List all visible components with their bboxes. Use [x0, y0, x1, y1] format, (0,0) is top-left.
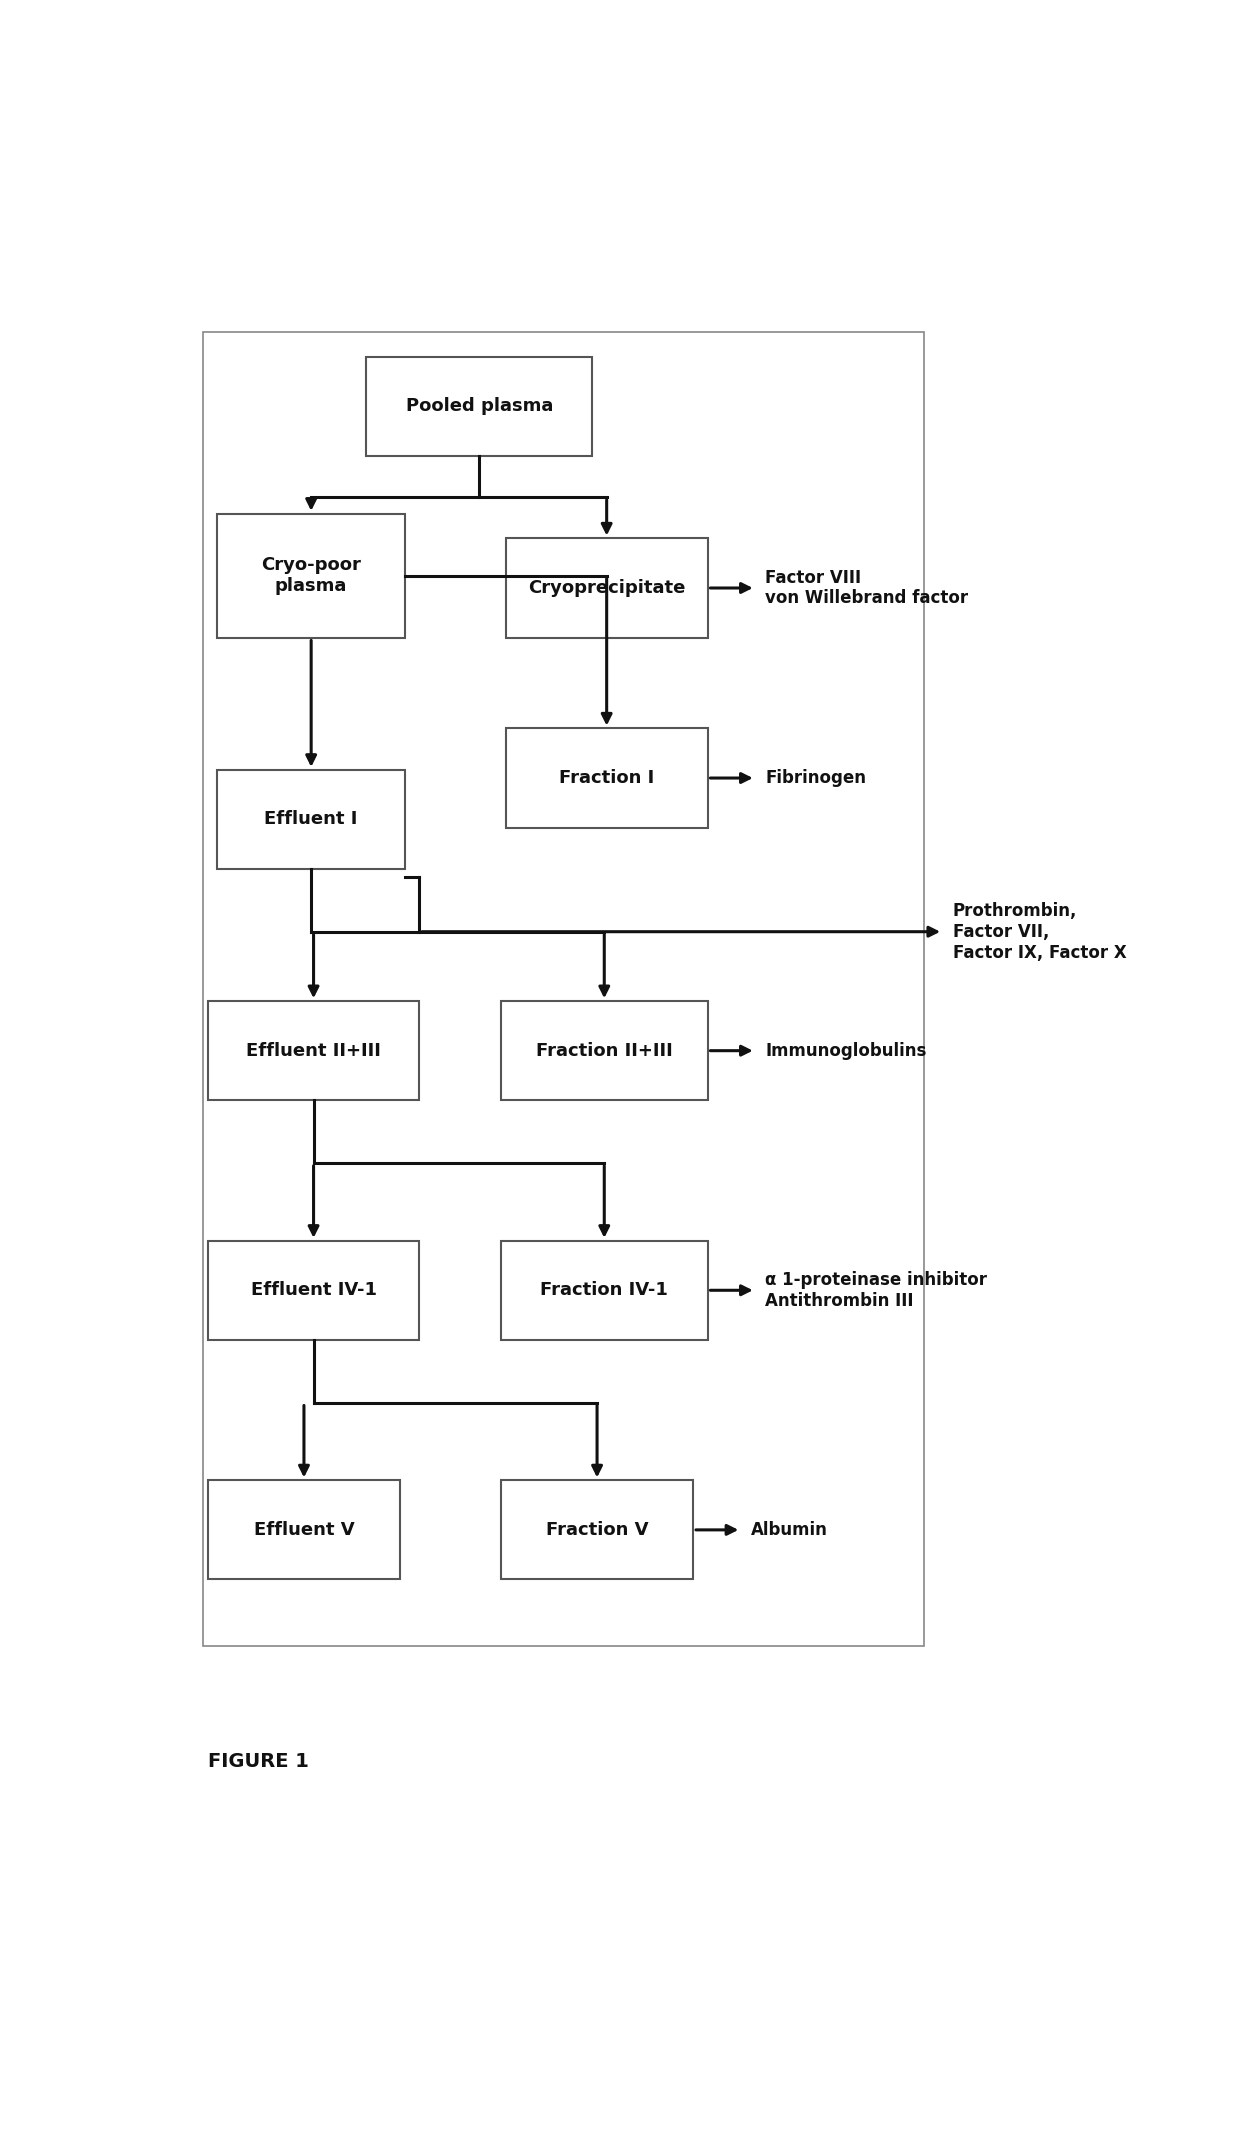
Text: Effluent IV-1: Effluent IV-1 — [250, 1281, 377, 1298]
Bar — [208, 1000, 419, 1101]
Text: Factor VIII
von Willebrand factor: Factor VIII von Willebrand factor — [765, 569, 968, 607]
Text: α 1-proteinase inhibitor
Antithrombin III: α 1-proteinase inhibitor Antithrombin II… — [765, 1270, 987, 1309]
Text: Fraction II+III: Fraction II+III — [536, 1041, 672, 1060]
Text: Cryo-poor
plasma: Cryo-poor plasma — [262, 556, 361, 594]
Text: FIGURE 1: FIGURE 1 — [208, 1751, 309, 1770]
Text: Prothrombin,
Factor VII,
Factor IX, Factor X: Prothrombin, Factor VII, Factor IX, Fact… — [952, 901, 1126, 961]
Text: Fraction IV-1: Fraction IV-1 — [541, 1281, 668, 1298]
Bar — [506, 727, 708, 828]
Bar — [501, 1240, 708, 1339]
Text: Fraction V: Fraction V — [546, 1522, 649, 1539]
Text: Cryoprecipitate: Cryoprecipitate — [528, 579, 686, 597]
Bar — [501, 1481, 693, 1579]
Text: Fraction I: Fraction I — [559, 768, 655, 788]
Bar — [208, 1240, 419, 1339]
Bar — [506, 539, 708, 637]
Text: Effluent I: Effluent I — [264, 811, 358, 828]
Text: Pooled plasma: Pooled plasma — [405, 397, 553, 414]
Bar — [208, 1481, 401, 1579]
Text: Albumin: Albumin — [751, 1522, 827, 1539]
Bar — [367, 356, 593, 455]
Bar — [501, 1000, 708, 1101]
Bar — [217, 770, 404, 869]
Bar — [203, 333, 924, 1646]
Text: Fibrinogen: Fibrinogen — [765, 768, 867, 788]
Text: Effluent V: Effluent V — [254, 1522, 355, 1539]
Text: Immunoglobulins: Immunoglobulins — [765, 1041, 926, 1060]
Bar — [217, 513, 404, 637]
Text: Effluent II+III: Effluent II+III — [246, 1041, 381, 1060]
